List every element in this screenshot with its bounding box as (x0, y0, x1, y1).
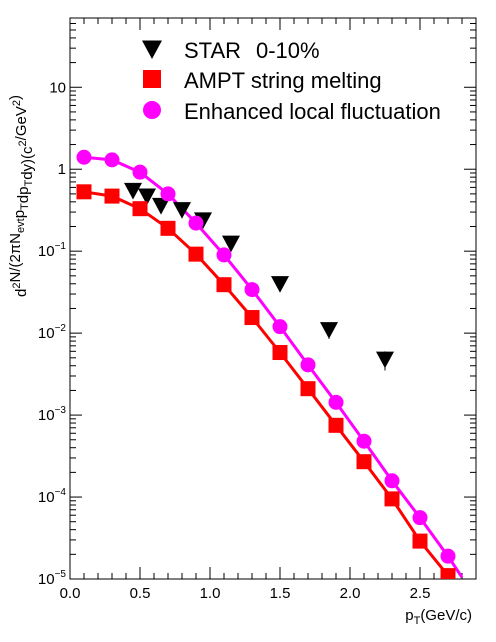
triangle-down-point (138, 188, 156, 206)
y-tick-label: 10 (49, 79, 66, 96)
circle-point (188, 215, 204, 231)
x-tick-label: 1.0 (200, 585, 221, 602)
circle-point (412, 510, 428, 526)
square-point (356, 454, 372, 470)
legend-centrality-label: 0-10% (256, 38, 320, 63)
square-point (272, 345, 288, 361)
circle-point (272, 319, 288, 335)
y-tick-label: 10−3 (38, 405, 67, 424)
square-point (328, 417, 344, 433)
y-tick-label: 10−4 (38, 487, 67, 506)
square-point (104, 188, 120, 204)
triangle-down-point (376, 351, 394, 369)
circle-point (356, 433, 372, 449)
circle-point (328, 394, 344, 410)
fit-curves (83, 155, 464, 579)
triangle-down-point (173, 202, 191, 219)
legend-marker-circle (143, 101, 161, 119)
circle-point (440, 548, 456, 564)
square-point (244, 310, 260, 326)
circle-point (132, 164, 148, 180)
circle-point (300, 357, 316, 373)
square-point (76, 184, 92, 200)
triangle-down-point (124, 182, 142, 200)
circle-point (104, 152, 120, 168)
plot-frame (69, 17, 477, 580)
circle-point (160, 186, 176, 202)
x-tick-label: 0.0 (60, 585, 81, 602)
triangle-down-point (222, 235, 240, 253)
square-point (384, 491, 400, 507)
legend-marker-square (143, 70, 161, 88)
triangle-down-point (320, 322, 338, 339)
circle-point (76, 149, 92, 165)
x-tick-label: 1.5 (270, 585, 291, 602)
square-point (216, 277, 232, 293)
y-axis-title: d2N/(2πNevtpTdpTdy)(c2/GeV2) (7, 95, 36, 297)
square-point (412, 533, 428, 549)
x-tick-label: 2.5 (410, 585, 431, 602)
circle-point (216, 247, 232, 263)
axis-ticks: 0.0 0.5 1.0 1.5 2.0 2.5 10−5 10−4 10−3 10−2 10−1 1 1… (38, 17, 477, 602)
circle-point (244, 282, 260, 298)
curve-circle (83, 155, 464, 579)
legend-label: AMPT string melting (184, 68, 382, 93)
circle-point (384, 473, 400, 489)
square-point (440, 568, 456, 579)
square-point (300, 381, 316, 397)
y-tick-label: 10−5 (38, 569, 67, 588)
x-tick-label: 2.0 (340, 585, 361, 602)
y-tick-label: 1 (58, 161, 66, 178)
y-tick-label: 10−1 (38, 241, 67, 260)
legend: STAR AMPT string melting Enhanced local fl… (142, 38, 441, 124)
triangle-down-point (152, 197, 170, 215)
legend-marker-triangle-down (142, 40, 162, 59)
x-axis-title: pT(GeV/c) (405, 607, 472, 627)
curve-square (83, 190, 452, 579)
axis-titles: pT(GeV/c) d2N/(2πNevtpTdpTdy)(c2/GeV2) (7, 95, 472, 627)
square-point (188, 246, 204, 262)
y-tick-label: 10−2 (38, 323, 67, 342)
square-point (132, 201, 148, 217)
x-tick-label: 0.5 (130, 585, 151, 602)
legend-label: Enhanced local fluctuation (184, 99, 441, 124)
legend-label: STAR (184, 38, 241, 63)
triangle-down-point (271, 276, 289, 293)
square-point (160, 220, 176, 236)
data-markers (76, 149, 456, 579)
